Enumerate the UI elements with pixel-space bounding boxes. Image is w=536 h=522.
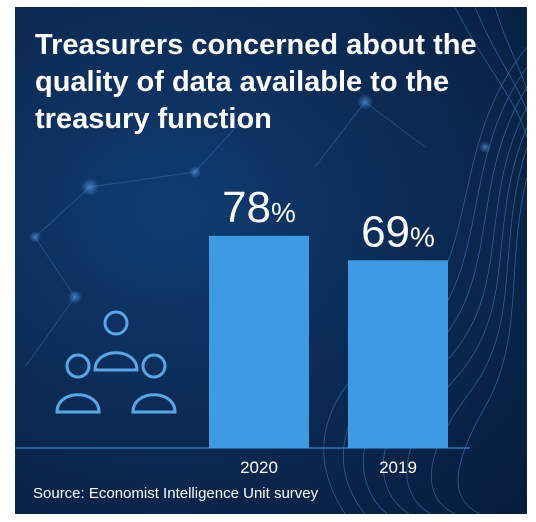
category-label-2019: 2019 xyxy=(379,458,417,477)
glow-nodes xyxy=(29,94,491,304)
bar-value-label-2019: 69% xyxy=(361,207,435,256)
category-label-2020: 2020 xyxy=(240,458,278,477)
people-group-icon xyxy=(55,310,177,414)
bar-value-label-2020: 78% xyxy=(222,183,296,232)
bar-2019 xyxy=(348,260,448,448)
infographic-card: Treasurers concerned about the quality o… xyxy=(15,7,527,514)
chart-title: Treasurers concerned about the quality o… xyxy=(35,29,477,135)
source-note: Source: Economist Intelligence Unit surv… xyxy=(33,485,319,502)
bar-2020 xyxy=(209,235,309,448)
bar-chart: 78% 2020 69% 2019 xyxy=(15,183,470,477)
